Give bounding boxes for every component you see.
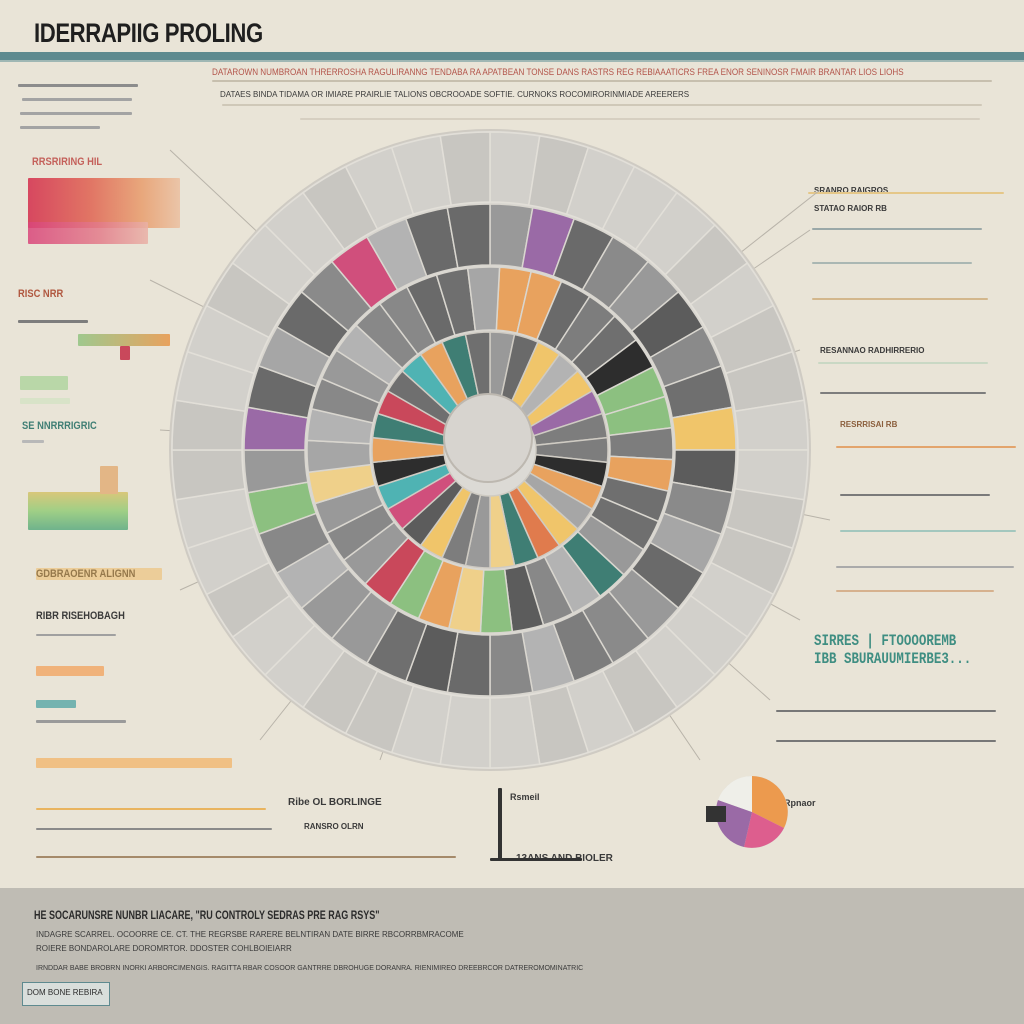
- mini-pie-slice: [752, 776, 788, 828]
- top-divider-3: [300, 118, 980, 120]
- left-label-3: SE NNRRRIGRIC: [22, 420, 97, 432]
- green-bar-block: [28, 492, 128, 530]
- ring-segment: [439, 131, 491, 206]
- footer-band: [0, 888, 1024, 1024]
- color-bar: [36, 700, 76, 708]
- right-divider: [812, 262, 972, 264]
- right-divider: [836, 590, 994, 592]
- bottom-bar: [36, 808, 266, 810]
- right-divider: [836, 566, 1014, 568]
- footer-line-1: INDAGRE SCARREL. OCOORRE CE. CT. THE REG…: [36, 930, 464, 939]
- center-hub: [443, 393, 533, 483]
- right-divider: [808, 192, 1004, 194]
- color-bar: [120, 346, 130, 360]
- color-bar: [36, 666, 104, 676]
- left-note-line: [22, 98, 132, 101]
- small-label: Rsmeil: [510, 792, 540, 802]
- right-label-3: RESANNAO RADHIRRERIO: [820, 346, 925, 355]
- right-mini-label: Rpnaor: [784, 798, 816, 808]
- top-note-1: DATAROWN NUMBROAN THRERROSHA RAGULIRANNG…: [212, 67, 904, 77]
- right-label-2: STATAO RAIOR RB: [814, 204, 887, 213]
- right-divider: [812, 228, 982, 230]
- left-note-line: [36, 634, 116, 636]
- header-rule-accent: [0, 60, 1024, 62]
- footer-title: HE SOCARUNSRE NUNBR LIACARE, "RU CONTROL…: [34, 908, 380, 922]
- page-title: IDERRAPIIG PROLING: [34, 18, 263, 48]
- color-bar: [78, 334, 170, 346]
- bottom-bar: [36, 758, 232, 768]
- right-label-1: SRANRO RAIGROS: [814, 186, 889, 195]
- arrow-stem: [498, 788, 502, 860]
- left-note-line: [22, 440, 44, 443]
- right-label-4: RESRRISAI RB: [840, 420, 898, 429]
- outer-ring: [171, 131, 809, 769]
- left-note-line: [36, 720, 126, 723]
- ring-segment: [466, 266, 501, 332]
- callout-line-1: SIRRES | FTOOOOREMB: [814, 632, 957, 650]
- right-divider: [818, 362, 988, 364]
- mini-pie-marker: [706, 806, 726, 822]
- right-divider: [840, 530, 1016, 532]
- left-label-5: RIBR RISEHOBAGH: [36, 610, 125, 622]
- right-divider: [820, 392, 986, 394]
- color-bar: [100, 466, 118, 494]
- bottom-bar: [36, 828, 272, 830]
- color-bar-block: [28, 178, 180, 228]
- center-tag: RANSRO OLRN: [304, 822, 364, 831]
- top-divider: [212, 80, 992, 82]
- right-divider: [836, 446, 1016, 448]
- color-bar: [20, 398, 70, 404]
- right-divider: [840, 494, 990, 496]
- mid-title: Ribe OL BORLINGE: [288, 797, 382, 808]
- callout-rule: [776, 740, 996, 742]
- left-label-2: RISC NRR: [18, 288, 64, 300]
- left-note-line: [20, 126, 100, 129]
- highlight-bar: [36, 568, 162, 580]
- callout-line-2: IBB SBURAUUMIERBE3...: [814, 650, 972, 668]
- top-divider-2: [222, 104, 982, 106]
- arrow-stem: [490, 858, 582, 861]
- mini-pie: [706, 775, 788, 848]
- color-bar: [20, 376, 68, 390]
- footer-badge: DOM BONE REBIRA: [22, 982, 110, 1006]
- inner-ring: [306, 266, 674, 634]
- callout-rule: [776, 710, 996, 712]
- middle-ring: [243, 203, 737, 697]
- header-rule: [0, 52, 1024, 60]
- top-note-2: DATAES BINDA TIDAMA OR IMIARE PRAIRLIE T…: [220, 90, 690, 99]
- footer-badge-text: DOM BONE REBIRA: [27, 988, 103, 997]
- core-ring: [371, 331, 609, 569]
- footer-line-3: IRNDDAR BABE BROBRN INORKI ARBORCIMENGIS…: [36, 965, 584, 972]
- color-bar-block: [28, 222, 148, 244]
- ring-segment: [446, 203, 491, 269]
- footer-line-2: ROIERE BONDAROLARE DOROMRTOR. DDOSTER CO…: [36, 944, 292, 953]
- mini-pie-slice: [718, 775, 752, 812]
- left-note-line: [20, 112, 132, 115]
- right-divider: [812, 298, 988, 300]
- left-note-line: [18, 320, 88, 323]
- mini-pie-slice: [744, 812, 784, 848]
- bottom-bar: [36, 856, 456, 858]
- left-label-1: RRSRIRING HIL: [32, 156, 103, 168]
- left-note-line: [18, 84, 138, 87]
